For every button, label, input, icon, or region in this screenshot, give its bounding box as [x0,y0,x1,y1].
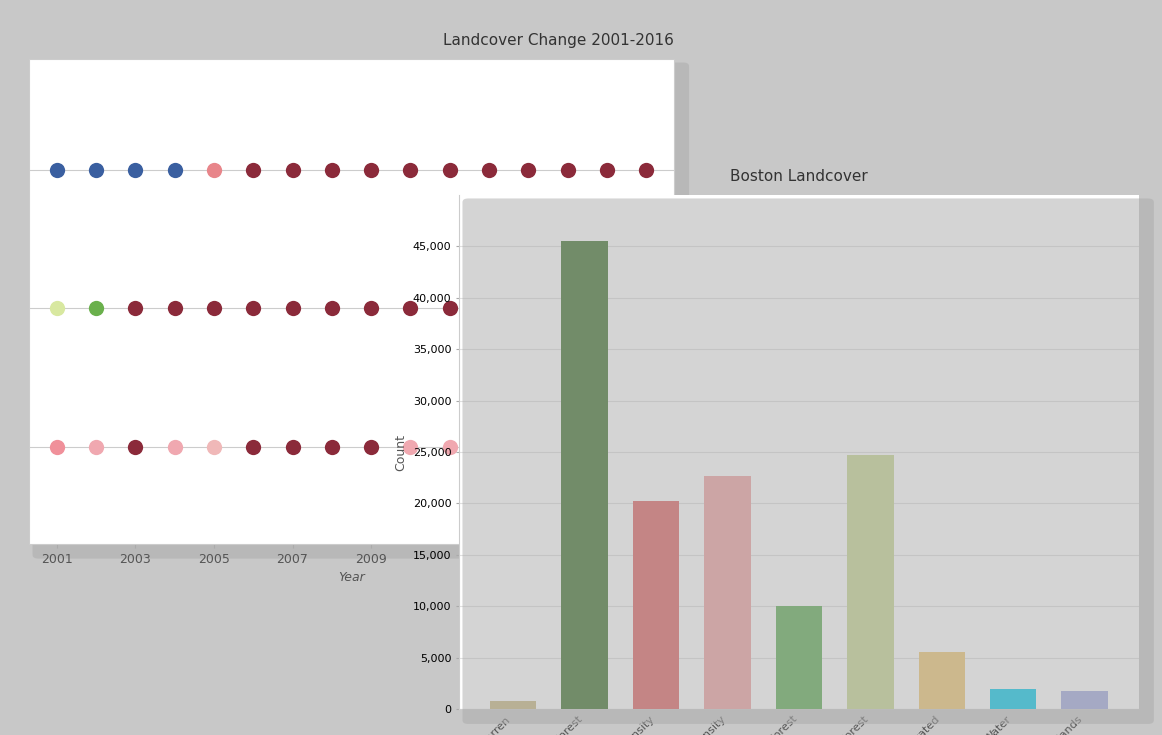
Title: Boston Landcover: Boston Landcover [730,169,868,184]
Bar [990,689,1037,709]
Text: Landcover Change 2001-2016: Landcover Change 2001-2016 [443,33,674,48]
Bar [847,455,894,709]
Bar [776,606,822,709]
Bar [704,476,751,709]
Bar [561,241,608,709]
Bar [490,701,537,709]
Bar [918,652,964,709]
Bar [1061,691,1107,709]
Bar [633,501,680,709]
X-axis label: Year: Year [338,572,365,584]
Y-axis label: Count: Count [394,434,407,470]
